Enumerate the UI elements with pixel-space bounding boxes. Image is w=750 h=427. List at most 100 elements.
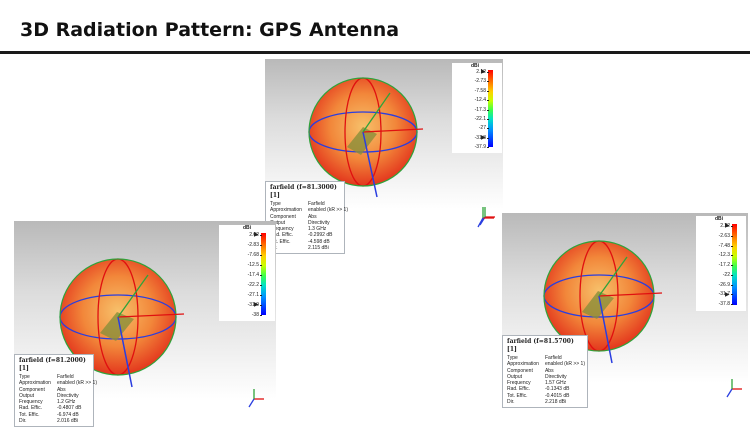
colorbar-tick: -31.9 [247, 302, 263, 308]
row-value: Abs [307, 213, 317, 220]
row-value: Directivity [307, 219, 330, 226]
colorbar-tick: -38 [251, 312, 263, 318]
farfield-info-box: farfield (f=81.3000) [1] Type Farfield Ap… [265, 181, 348, 254]
colorbar-tick: -27 [478, 125, 490, 131]
page-title: 3D Radiation Pattern: GPS Antenna [20, 19, 400, 41]
colorbar-tick: -17.4 [247, 272, 263, 278]
colorbar-tick: 2.02 [249, 232, 262, 238]
farfield-info-header: farfield (f=81.5700) [1] [507, 338, 574, 353]
row-label: Dir. [507, 398, 515, 405]
colorbar-tick: -22.1 [474, 116, 490, 122]
row-label: Approximation [507, 361, 539, 368]
row-label: Frequency [507, 380, 531, 386]
row-label: Frequency [270, 226, 294, 232]
z-axis [598, 295, 613, 364]
row-value: 1.3 GHz [307, 226, 327, 232]
row-label: Output [19, 392, 35, 399]
row-label: Approximation [270, 207, 302, 214]
row-label: Dir. [19, 417, 27, 424]
row-label: Output [270, 219, 286, 226]
row-label: Output [507, 373, 523, 380]
row-value: enabled (kR >> 1) [544, 361, 585, 368]
row-label: Rad. Effic. [270, 232, 293, 239]
row-label: Rad. Effic. [507, 386, 530, 393]
colorbar-tick: 2.22 [720, 223, 733, 229]
colorbar-tick: -7.48 [718, 243, 734, 249]
row-value: -6.974 dB [56, 411, 79, 418]
farfield-info-box: farfield (f=81.2000) [1] Type Farfield Ap… [14, 354, 97, 427]
row-value: Abs [56, 386, 66, 393]
colorbar: dBi 2.02 -2.83 -7.68 -12.5 -17.4 -22.2 -… [219, 225, 275, 321]
colorbar-tick: -37.9 [474, 144, 490, 150]
colorbar-tick: -2.63 [718, 233, 734, 239]
row-value: Abs [544, 367, 554, 374]
max-marker-icon: ▶ [254, 232, 259, 238]
row-value: 2.218 dBi [544, 398, 567, 405]
max-marker-icon: ▶ [725, 223, 730, 229]
row-label: Tot. Effic. [507, 392, 528, 399]
min-marker-icon: ▶ [254, 302, 259, 308]
row-value: enabled (kR >> 1) [56, 380, 97, 387]
colorbar-tick: -27.1 [247, 292, 263, 298]
pattern-panel-1-57ghz: dBi 2.22 -2.63 -7.48 -12.3 -17.2 -22 -26… [502, 213, 748, 408]
colorbar-tick: 2.12 [476, 69, 489, 75]
radiation-pattern-sphere [308, 77, 424, 198]
outline-ring [59, 258, 177, 376]
farfield-info-header: farfield (f=81.2000) [1] [19, 357, 86, 372]
colorbar-gradient [488, 70, 493, 147]
colorbar: dBi 2.12 -2.73 -7.58 -12.4 -17.3 -22.1 -… [452, 63, 502, 153]
row-label: Component [270, 213, 296, 220]
row-label: Type [270, 201, 281, 207]
xyz-axes-icon [477, 207, 494, 228]
outline-ring [308, 77, 418, 187]
colorbar-tick: -12.3 [718, 252, 734, 258]
colorbar-tick: -17.2 [718, 262, 734, 268]
xyz-axes-icon [726, 379, 742, 398]
max-marker-icon: ▶ [481, 69, 486, 75]
colorbar-tick: -7.58 [474, 88, 490, 94]
row-value: Farfield [544, 355, 562, 361]
row-label: Tot. Effic. [19, 411, 40, 418]
title-underline [0, 51, 750, 54]
min-marker-icon: ▶ [481, 135, 486, 141]
row-value: 2.016 dBi [56, 417, 79, 424]
colorbar: dBi 2.22 -2.63 -7.48 -12.3 -17.2 -22 -26… [696, 216, 746, 311]
colorbar-tick: -26.9 [718, 282, 734, 288]
row-label: Tot. Effic. [270, 238, 291, 245]
colorbar-gradient [732, 224, 737, 305]
row-label: Type [507, 355, 518, 361]
x-axis [598, 292, 663, 297]
xyz-axes-icon [248, 389, 264, 408]
row-value: -0.2992 dB [307, 232, 333, 239]
row-label: Approximation [19, 380, 51, 387]
row-value: Directivity [544, 373, 567, 380]
colorbar-tick: -22.2 [247, 282, 263, 288]
farfield-info-header: farfield (f=81.3000) [1] [270, 184, 337, 199]
row-value: enabled (kR >> 1) [307, 207, 348, 214]
min-marker-icon: ▶ [725, 292, 730, 298]
antenna-patch [582, 291, 614, 319]
y-axis [362, 92, 391, 133]
y-axis [598, 256, 628, 297]
colorbar-tick: -17.3 [474, 107, 490, 113]
colorbar-tick: -22 [722, 272, 734, 278]
row-value: 2.115 dBi [307, 244, 329, 251]
colorbar-unit: dBi [243, 225, 252, 231]
colorbar-tick: -12.5 [247, 262, 263, 268]
colorbar-tick: -31.8 [474, 135, 490, 141]
pattern-panel-1-3ghz: dBi 2.12 -2.73 -7.58 -12.4 -17.3 -22.1 -… [265, 59, 503, 254]
colorbar-gradient [261, 233, 266, 315]
antenna-patch [347, 127, 377, 155]
y-axis [117, 274, 149, 318]
row-value: 1.57 GHz [544, 380, 567, 386]
colorbar-tick: -37.8 [718, 301, 734, 307]
row-label: Frequency [19, 399, 43, 405]
colorbar-tick: -31.7 [718, 291, 734, 297]
colorbar-tick: -7.68 [247, 252, 263, 258]
outline-ring [543, 240, 655, 352]
colorbar-tick: -12.4 [474, 97, 490, 103]
colorbar-tick: -2.83 [247, 242, 263, 248]
row-value: Farfield [307, 201, 325, 207]
row-label: Component [19, 386, 45, 393]
colorbar-unit: dBi [471, 63, 480, 69]
